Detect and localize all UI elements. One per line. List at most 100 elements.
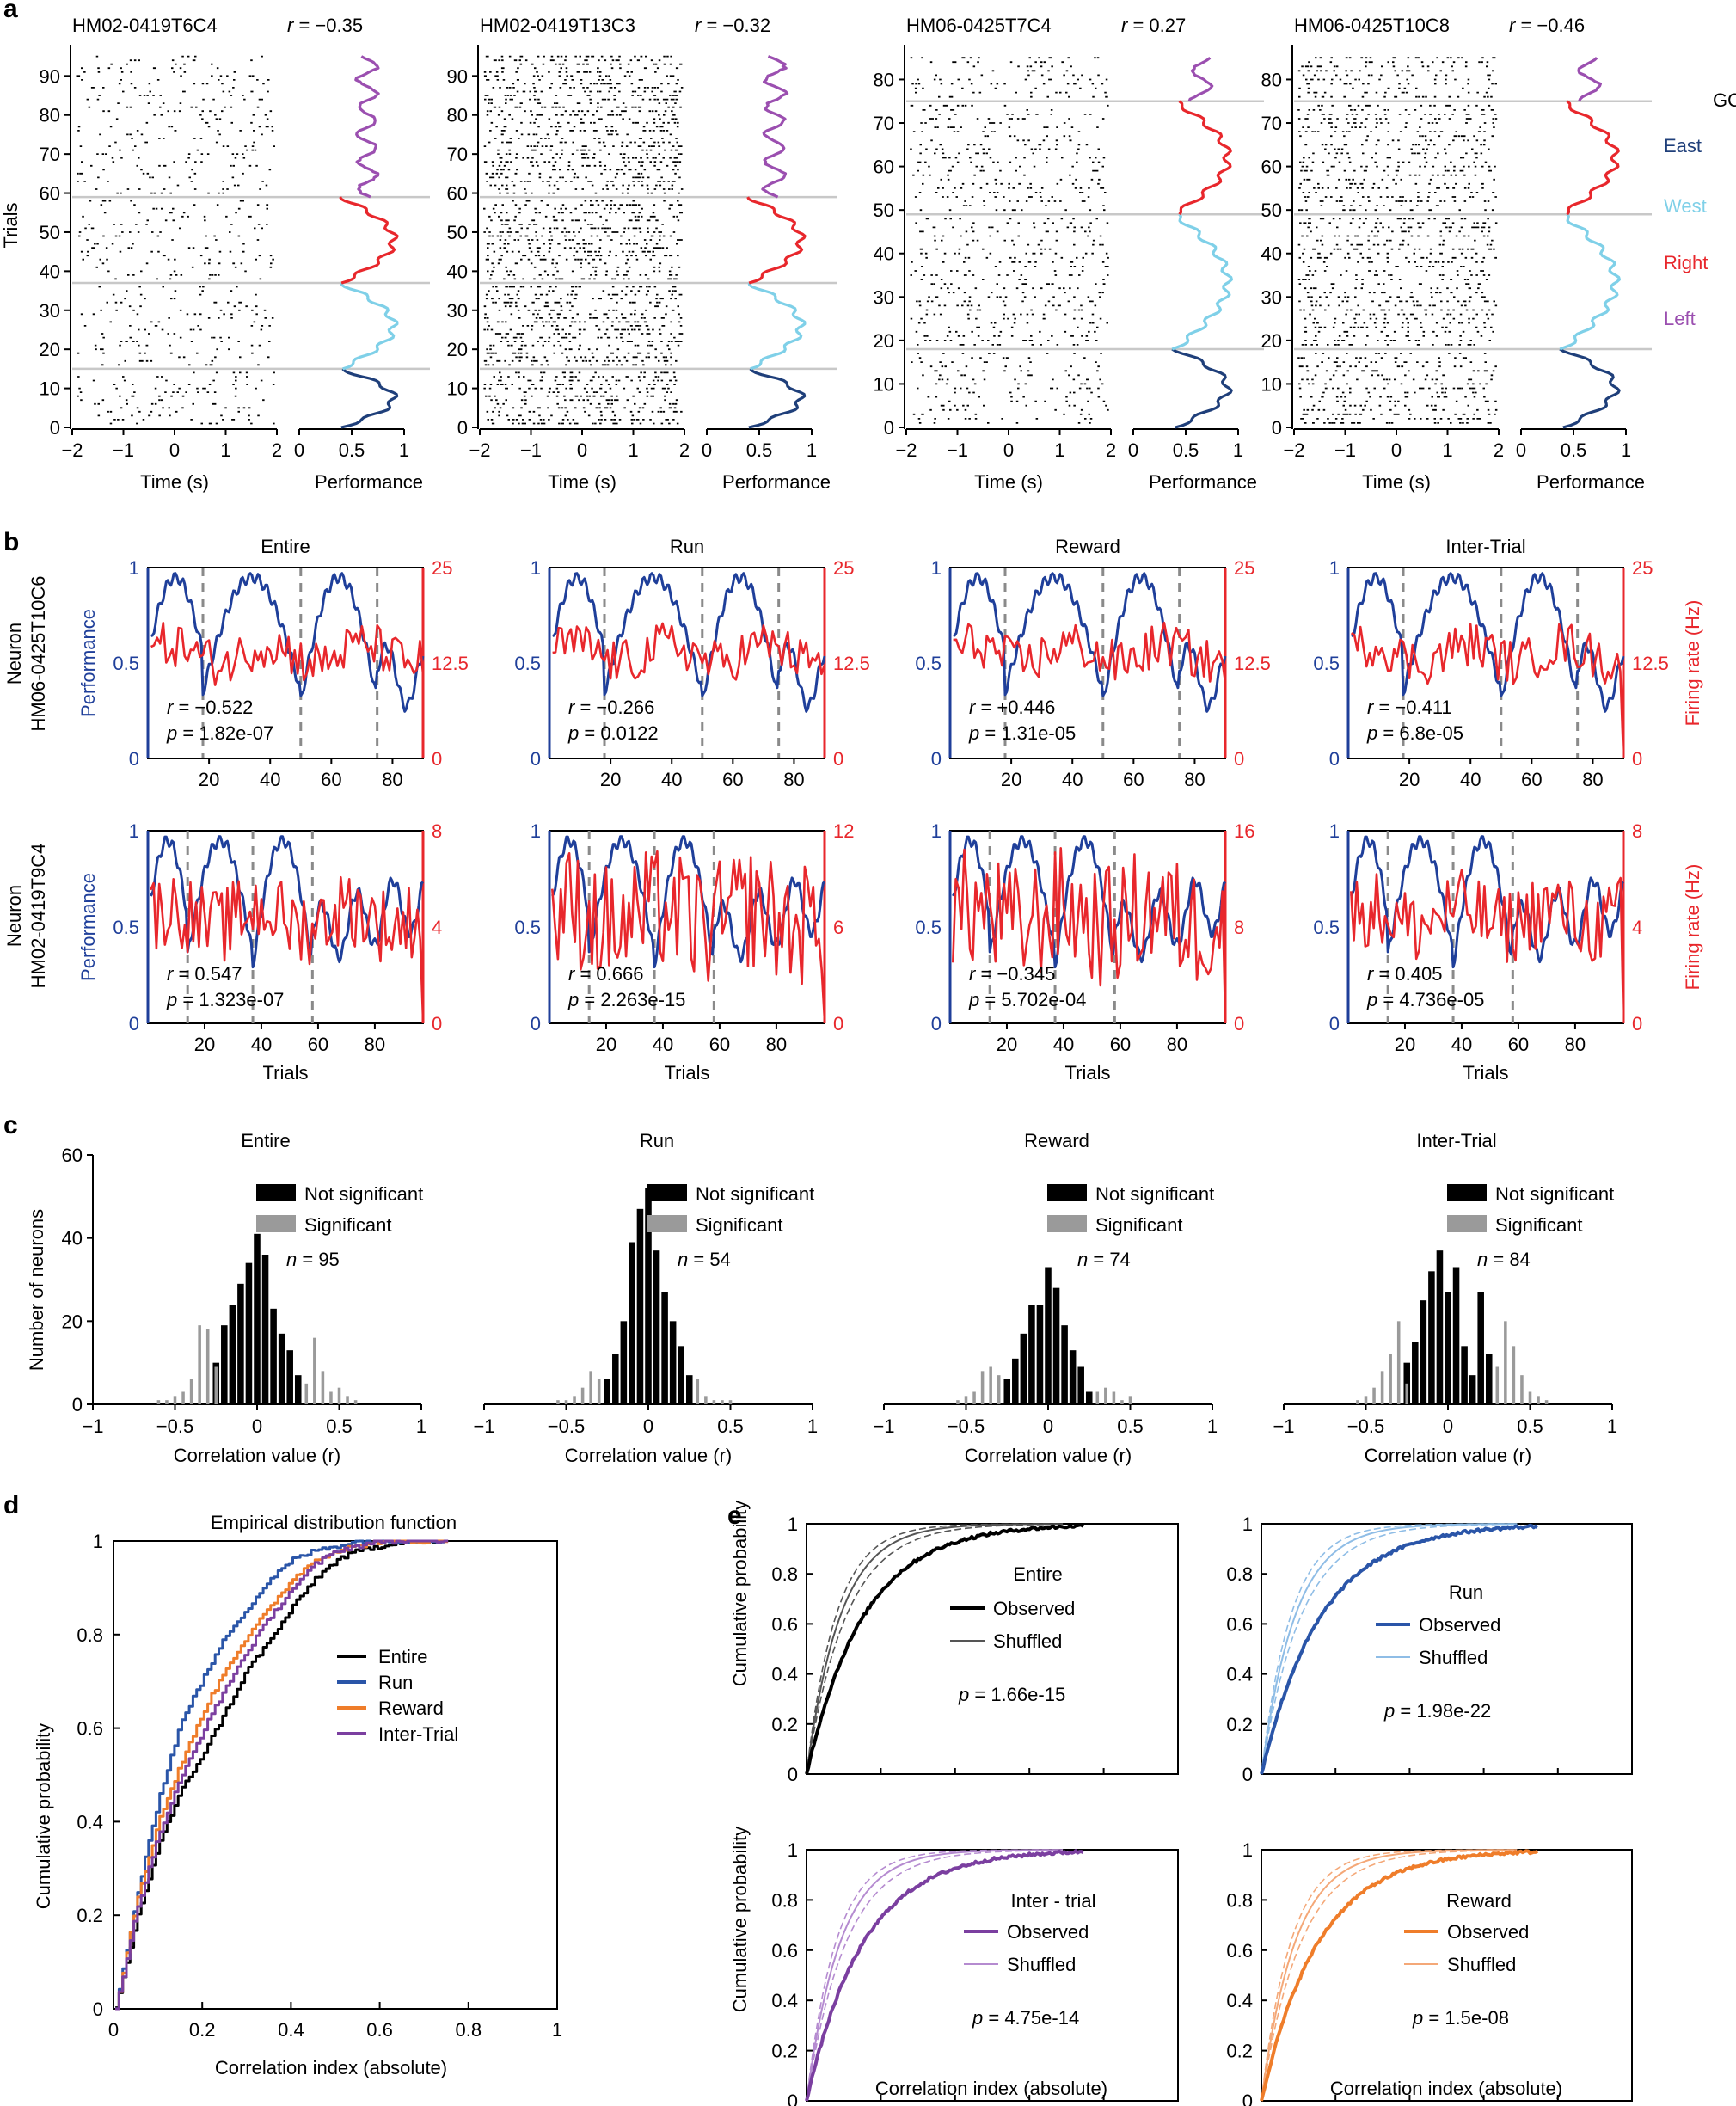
- stat-p-value: = 2.263e-15: [579, 989, 685, 1010]
- raster-spikes-4: [1297, 57, 1498, 424]
- bar-nonsig: [245, 1262, 253, 1404]
- hist-n-value: = 84: [1488, 1249, 1531, 1270]
- perf-tick-label: 0.5: [915, 653, 942, 674]
- perf-curve-1-left: [354, 55, 380, 199]
- unit-4: HM06-0425T10C8 r = −0.46−2 −1 0 1 20102030405…: [1261, 15, 1652, 493]
- perf-ylabel: Performance: [77, 609, 99, 717]
- e-legend-observed: Observed: [993, 1598, 1075, 1619]
- panel-e-letter: e: [727, 1501, 742, 1530]
- stat-r: r = −0.522: [167, 697, 253, 718]
- bar-sig: [1112, 1391, 1116, 1404]
- legend-d-run: Run: [378, 1672, 413, 1693]
- ecdf-xtick-label: 0: [108, 2019, 119, 2041]
- bar-sig: [1120, 1400, 1124, 1404]
- e-ytick-label: 0.4: [771, 1664, 798, 1685]
- panel-b-plot-1-4: Inter-Trial 1 0.5 0 25 12.5 0 20 40 60 80 r = −0.41…: [1313, 536, 1703, 790]
- unit-r-3-italic: r: [1121, 15, 1129, 36]
- e-pvalue-italic: p: [1383, 1700, 1395, 1722]
- perf-tick-label: 0: [1329, 748, 1340, 770]
- perf-tick-label: 0: [531, 1013, 541, 1035]
- e-title: Run: [1449, 1581, 1483, 1603]
- rate-tick-mid: 12.5: [833, 653, 870, 674]
- hist-xlabel: Correlation value (r): [1365, 1445, 1531, 1466]
- raster-ytick-label: 40: [40, 261, 60, 282]
- bar-sig: [321, 1371, 325, 1404]
- rate-tick-max: 8: [432, 820, 442, 842]
- raster-xtick-label: 2: [1494, 439, 1504, 461]
- raster-ytick-label: 60: [40, 183, 60, 205]
- rate-tick-zero: 0: [1234, 748, 1244, 770]
- observed-line: [805, 1523, 1084, 1775]
- panel-b-xtick-label: 60: [1508, 1034, 1529, 1055]
- shuffled-line: [1261, 1849, 1518, 2102]
- e-legend-observed: Observed: [1007, 1921, 1089, 1943]
- rate-tick-zero: 0: [833, 748, 843, 770]
- histogram-1: Entire −1 −0.5 0 0.5 1 Correlation value (r) 0 2…: [62, 1130, 427, 1466]
- firing-rate-line: [552, 622, 826, 681]
- perf-curve-1-right: [339, 196, 399, 285]
- raster-xtick-label: −1: [947, 439, 968, 461]
- e-pvalue: p = 1.66e-15: [958, 1684, 1065, 1705]
- perf-xlabel-2: Performance: [722, 471, 831, 493]
- rate-tick-max: 16: [1234, 820, 1254, 842]
- perf-xlabel-3: Performance: [1149, 471, 1257, 493]
- rate-ylabel: Firing rate (Hz): [1682, 864, 1703, 991]
- bar-sig: [712, 1400, 716, 1404]
- hist-xtick-label: 0.5: [326, 1415, 353, 1437]
- perf-xtick-label: 1: [1621, 439, 1631, 461]
- panel-e: e Cumulative probability Cumulative prob…: [727, 1501, 1633, 2106]
- bar-nonsig: [1403, 1362, 1411, 1404]
- perf-curve-3-west: [1171, 213, 1234, 351]
- neuron-id-2: HM02-0419T9C4: [28, 844, 49, 989]
- rate-tick-zero: 0: [432, 1013, 442, 1035]
- bar-sig: [189, 1379, 193, 1404]
- e-legend-shuffled: Shuffled: [1007, 1954, 1076, 1975]
- bar-nonsig: [254, 1233, 261, 1404]
- raster-ytick-label: 20: [1261, 330, 1282, 352]
- e-ytick-label: 1: [1242, 1513, 1253, 1535]
- ecdf-xtick-label: 1: [552, 2019, 562, 2041]
- bar-sig: [1537, 1396, 1540, 1404]
- bar-sig: [1380, 1371, 1384, 1404]
- rate-tick-max: 25: [432, 557, 452, 579]
- raster-xtick-label: −2: [1283, 439, 1304, 461]
- stat-r-value: = −0.266: [574, 697, 654, 718]
- hist-n-italic: n: [286, 1249, 297, 1270]
- stat-p: p = 1.82e-07: [166, 722, 273, 744]
- hist-xtick-label: 0: [643, 1415, 653, 1437]
- panel-b-xlabel: Trials: [263, 1062, 309, 1084]
- perf-tick-label: 1: [531, 557, 541, 579]
- legend-swatch-nonsig: [1047, 1184, 1087, 1201]
- unit-r-2-italic: r: [695, 15, 702, 36]
- raster-ytick-label: 0: [457, 417, 468, 439]
- legend-swatch-sig: [647, 1215, 687, 1232]
- panel-b-xtick-label: 80: [382, 769, 402, 790]
- hist-xtick-label: 0: [1043, 1415, 1053, 1437]
- bar-sig: [1405, 1383, 1409, 1404]
- perf-curve-2-right: [746, 196, 807, 285]
- panel-e-plot-2: 0 0.2 0.4 0.6 0.8 1 Run Observed Shuffled p = 1.9…: [1226, 1513, 1633, 1785]
- bar-nonsig: [1045, 1267, 1052, 1404]
- panel-b-xtick-label: 80: [766, 1034, 787, 1055]
- legend-sig: Significant: [1095, 1214, 1183, 1236]
- ecdf-ytick-label: 0.4: [77, 1811, 103, 1833]
- stat-p: p = 0.0122: [567, 722, 659, 744]
- bar-nonsig: [1052, 1287, 1060, 1404]
- e-legend-shuffled: Shuffled: [1419, 1647, 1488, 1668]
- ecdf-ytick-label: 0.2: [77, 1905, 103, 1926]
- bar-nonsig: [1445, 1292, 1451, 1404]
- hist-xtick-label: −0.5: [948, 1415, 985, 1437]
- hist-xtick-label: −1: [873, 1415, 894, 1437]
- raster-spikes-3: [910, 57, 1109, 424]
- raster-spikes-2: [483, 55, 684, 425]
- panel-a-ylabel: Trials: [0, 203, 21, 249]
- stat-p-italic: p: [567, 989, 579, 1010]
- bar-nonsig: [1012, 1358, 1019, 1404]
- stat-r-italic: r: [167, 963, 175, 985]
- panel-b-xtick-label: 20: [997, 1034, 1017, 1055]
- bar-sig: [597, 1379, 601, 1404]
- e-legend-shuffled: Shuffled: [993, 1630, 1062, 1652]
- unit-r-3: r = 0.27: [1121, 15, 1186, 36]
- legend-swatch-sig: [1047, 1215, 1087, 1232]
- stat-p-value: = 1.323e-07: [177, 989, 284, 1010]
